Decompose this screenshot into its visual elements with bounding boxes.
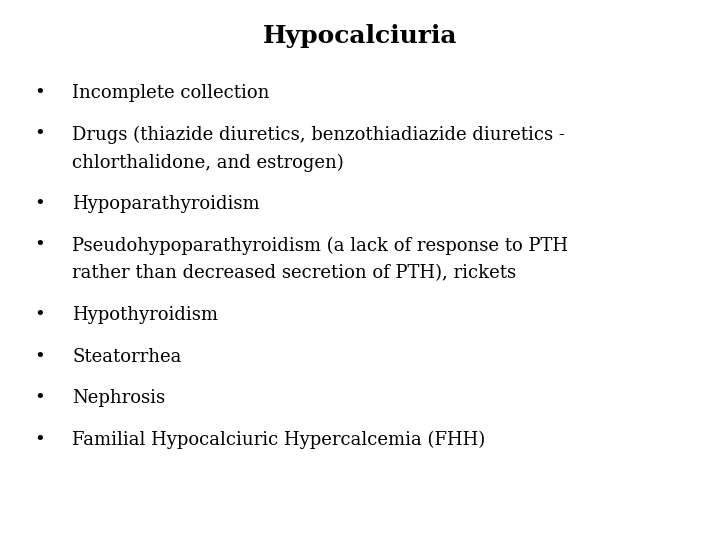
Text: Nephrosis: Nephrosis [72,389,165,407]
Text: Incomplete collection: Incomplete collection [72,84,269,102]
Text: chlorthalidone, and estrogen): chlorthalidone, and estrogen) [72,153,343,172]
Text: •: • [35,195,45,213]
Text: Drugs (thiazide diuretics, benzothiadiazide diuretics -: Drugs (thiazide diuretics, benzothiadiaz… [72,125,565,144]
Text: Hypocalciuria: Hypocalciuria [263,24,457,48]
Text: Hypoparathyroidism: Hypoparathyroidism [72,195,260,213]
Text: •: • [35,84,45,102]
Text: •: • [35,348,45,366]
Text: rather than decreased secretion of PTH), rickets: rather than decreased secretion of PTH),… [72,265,516,282]
Text: •: • [35,125,45,143]
Text: •: • [35,306,45,324]
Text: Familial Hypocalciuric Hypercalcemia (FHH): Familial Hypocalciuric Hypercalcemia (FH… [72,431,485,449]
Text: Pseudohypoparathyroidism (a lack of response to PTH: Pseudohypoparathyroidism (a lack of resp… [72,237,568,255]
Text: •: • [35,431,45,449]
Text: Hypothyroidism: Hypothyroidism [72,306,218,324]
Text: •: • [35,389,45,407]
Text: Steatorrhea: Steatorrhea [72,348,181,366]
Text: •: • [35,237,45,254]
